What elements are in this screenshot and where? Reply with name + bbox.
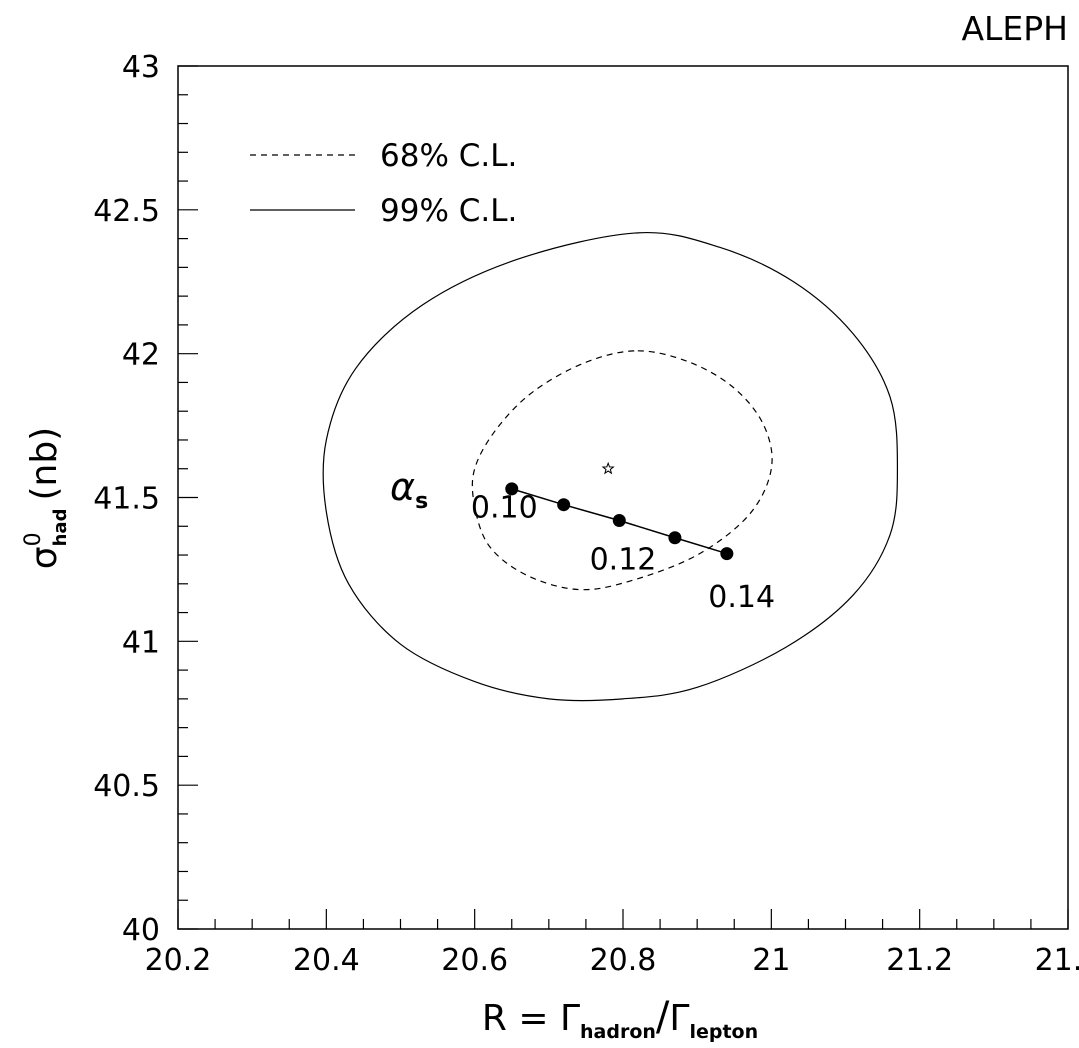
x-tick-label: 20.2 <box>145 943 212 978</box>
x-tick-label: 21.2 <box>886 943 953 978</box>
y-tick-label: 41.5 <box>93 482 160 517</box>
y-tick-label: 40.5 <box>93 769 160 804</box>
y-tick-label: 42.5 <box>93 194 160 229</box>
legend: 68% C.L. 99% C.L. <box>250 138 517 229</box>
alpha-s-point <box>612 514 626 528</box>
y-tick-label: 42 <box>122 338 160 373</box>
best-fit-star <box>601 461 615 475</box>
x-axis-tick-labels: 20.2 20.4 20.6 20.8 21 21.2 21.4 <box>145 943 1079 978</box>
x-axis-ticks <box>177 909 1069 929</box>
alpha-symbol: α <box>390 465 415 509</box>
alpha-subscript: s <box>415 489 428 514</box>
alpha-s-value-label: 0.12 <box>590 542 657 577</box>
alpha-s-point <box>557 498 571 512</box>
x-tick-label: 21.4 <box>1035 943 1079 978</box>
alpha-s-point <box>668 531 682 545</box>
x-tick-label: 21 <box>752 943 790 978</box>
y-tick-label: 43 <box>122 50 160 85</box>
contour-99cl <box>322 231 899 702</box>
alpha-s-value-label: 0.10 <box>471 491 538 526</box>
alpha-s-label: αs <box>390 465 428 514</box>
x-tick-label: 20.6 <box>441 943 508 978</box>
x-axis-label: R = Γhadron/Γlepton <box>482 994 758 1043</box>
y-axis-label: σ0 had(nb) <box>21 427 71 569</box>
x-tick-label: 20.8 <box>590 943 657 978</box>
y-axis-ticks <box>178 65 198 930</box>
alpha-s-point <box>505 482 519 496</box>
annotation-layer: 0.10 0.12 0.14 <box>471 491 775 615</box>
alpha-s-value-label: 0.14 <box>708 580 775 615</box>
alpha-s-point <box>720 547 734 561</box>
series-layer <box>322 231 899 702</box>
x-tick-label: 20.4 <box>293 943 360 978</box>
legend-label-99: 99% C.L. <box>380 193 517 229</box>
y-tick-label: 41 <box>122 625 160 660</box>
y-tick-label: 40 <box>122 913 160 948</box>
plot-frame <box>177 65 1069 930</box>
experiment-label: ALEPH <box>961 9 1068 48</box>
y-axis-tick-labels: 40 40.5 41 41.5 42 42.5 43 <box>93 50 160 948</box>
legend-label-68: 68% C.L. <box>380 138 517 174</box>
